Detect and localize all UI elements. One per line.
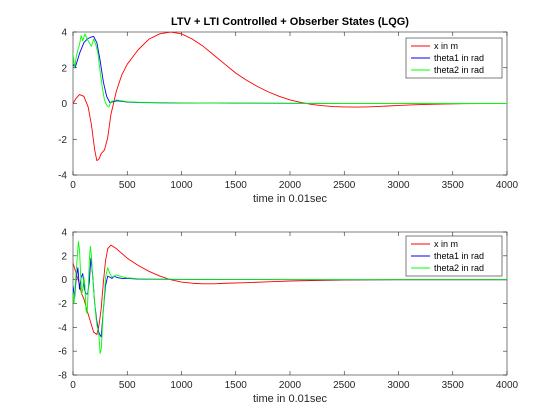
series-line-2 [73, 33, 507, 108]
y-tick-label: -6 [58, 347, 67, 358]
x-tick-label: 2000 [279, 180, 302, 191]
x-tick-label: 0 [70, 180, 76, 191]
legend-label: theta1 in rad [434, 53, 484, 63]
y-tick-label: 0 [61, 275, 67, 286]
y-tick-label: -2 [58, 135, 67, 146]
y-tick-label: 2 [61, 63, 67, 74]
top-axes: 0 500 1000 1500 2000 2500 3000 3500 4000 -4 -2 0 2 4 L… [58, 16, 518, 205]
y-tick-label: 0 [61, 99, 67, 110]
legend-label: x in m [434, 41, 458, 51]
y-tick-label: -8 [58, 371, 67, 382]
x-axis-label: time in 0.01sec [253, 193, 327, 205]
series-group [73, 241, 507, 354]
y-tick-label: 2 [61, 251, 67, 262]
chart-title: LTV + LTI Controlled + Obserber States (… [171, 16, 409, 28]
x-tick-label: 4000 [496, 180, 519, 191]
x-tick-label: 0 [70, 380, 76, 391]
x-tick-label: 1500 [225, 180, 248, 191]
x-tick-label: 3500 [442, 380, 465, 391]
legend-label: theta2 in rad [434, 263, 484, 273]
y-tick-label: -4 [58, 323, 67, 334]
legend: x in m theta1 in rad theta2 in rad [405, 235, 503, 277]
x-tick-label: 1500 [225, 380, 248, 391]
legend: x in m theta1 in rad theta2 in rad [405, 37, 503, 79]
x-tick-label: 3500 [442, 180, 465, 191]
legend-label: x in m [434, 239, 458, 249]
x-tick-label: 1000 [170, 380, 193, 391]
series-group [73, 32, 507, 162]
x-tick-label: 500 [119, 180, 136, 191]
y-tick-label: -4 [58, 171, 67, 182]
legend-label: theta2 in rad [434, 65, 484, 75]
y-tick-label: 4 [61, 228, 67, 239]
bottom-axes: 0 500 1000 1500 2000 2500 3000 3500 4000 -8 -6 -4 -2… [58, 228, 518, 406]
x-tick-label: 2500 [333, 380, 356, 391]
x-tick-label: 4000 [496, 380, 519, 391]
legend-label: theta1 in rad [434, 251, 484, 261]
x-tick-label: 1000 [170, 180, 193, 191]
y-tick-label: 4 [61, 28, 67, 39]
series-line-0 [73, 244, 507, 335]
x-tick-label: 3000 [387, 180, 410, 191]
x-axis-label: time in 0.01sec [253, 393, 327, 405]
series-line-0 [73, 32, 507, 162]
x-tick-label: 2500 [333, 180, 356, 191]
x-tick-label: 2000 [279, 380, 302, 391]
x-tick-label: 3000 [387, 380, 410, 391]
series-line-2 [73, 241, 507, 354]
x-tick-label: 500 [119, 380, 136, 391]
y-tick-label: -2 [58, 299, 67, 310]
